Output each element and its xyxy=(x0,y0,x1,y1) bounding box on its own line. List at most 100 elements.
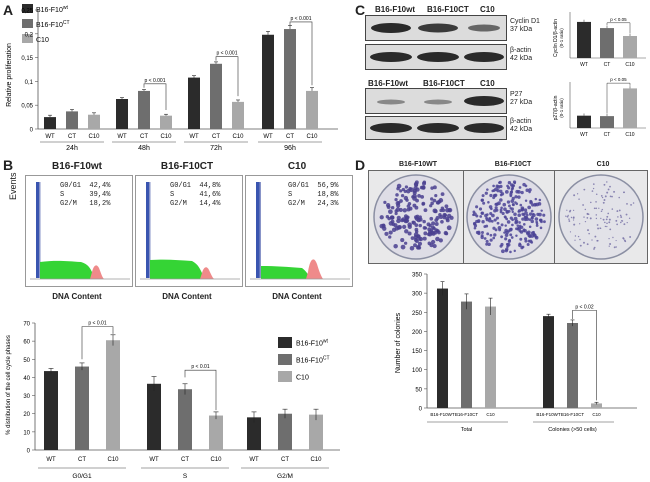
colony-dot xyxy=(517,209,522,213)
colony-dot xyxy=(520,208,525,212)
colony-dot xyxy=(399,199,403,203)
bar xyxy=(309,414,323,450)
colony-dot xyxy=(487,201,490,204)
colony-dot xyxy=(519,237,523,241)
colony-dot xyxy=(518,221,521,224)
colony-dot xyxy=(509,233,513,237)
y-axis-note: (0-1 ratio) xyxy=(559,28,564,48)
flow-histogram-ct xyxy=(135,175,243,287)
colony-dot xyxy=(388,235,392,239)
colony-dot xyxy=(600,195,603,197)
colony-dot xyxy=(442,215,447,220)
group-label: G0/G1 xyxy=(72,473,92,480)
colony-dot xyxy=(524,239,528,243)
colony-dot xyxy=(495,184,499,188)
colony-dot xyxy=(600,210,603,213)
colony-dot xyxy=(538,198,542,202)
colony-dot xyxy=(428,223,432,228)
colony-dot xyxy=(607,188,610,191)
bar xyxy=(44,371,58,450)
western-blot-beta-actin-1 xyxy=(365,44,507,70)
flow-histogram-wt xyxy=(25,175,133,287)
y-axis-label: Relative proliferation xyxy=(6,43,13,107)
group-label: Colonies (>50 cells) xyxy=(548,427,597,433)
bar xyxy=(306,90,318,129)
colony-dot xyxy=(496,189,500,193)
colony-dot xyxy=(493,218,497,222)
colony-dot xyxy=(606,181,608,183)
colony-dot xyxy=(588,232,590,235)
colony-dot xyxy=(404,229,409,234)
colony-dot xyxy=(596,224,599,226)
colony-dot xyxy=(522,223,526,226)
colony-dot xyxy=(608,221,611,224)
bar xyxy=(543,316,554,408)
colony-dot xyxy=(404,185,409,189)
y-tick-label: 300 xyxy=(412,292,423,298)
colony-dot xyxy=(472,210,476,214)
bar-label: C10 xyxy=(486,412,495,417)
histogram-plot xyxy=(140,182,240,280)
colony-dot xyxy=(606,191,609,194)
colony-dot xyxy=(440,219,444,224)
bar xyxy=(437,288,448,408)
colony-dot xyxy=(422,225,427,230)
colony-dot xyxy=(504,233,509,237)
flow-stats-wt: G0/G1 42,4% S 39,4% G2/M 18,2% xyxy=(60,182,111,208)
colony-dot xyxy=(609,242,612,245)
colony-dot xyxy=(483,225,487,229)
y-tick-label: 60 xyxy=(23,340,30,346)
colony-dot xyxy=(495,216,499,220)
colony-dot xyxy=(617,216,619,218)
significance-bracket xyxy=(143,83,167,110)
bar-label: C10 xyxy=(310,457,322,463)
colony-dot xyxy=(499,198,503,202)
colony-dot xyxy=(532,212,535,216)
panel-letter-d: D xyxy=(355,157,366,173)
band-size: 37 kDa xyxy=(510,26,533,33)
colony-dot xyxy=(421,201,426,206)
colony-dot xyxy=(616,223,618,226)
colony-dot xyxy=(432,185,437,190)
colony-dot xyxy=(538,212,542,217)
colony-dot xyxy=(568,210,571,213)
bar xyxy=(284,29,296,129)
colony-dot xyxy=(500,223,504,227)
colony-dot xyxy=(432,243,437,249)
legend-label: B16-F10CT xyxy=(36,20,70,29)
colony-dot xyxy=(499,189,503,194)
colony-dot xyxy=(510,207,514,211)
bar-label: B16-F10WT xyxy=(430,412,455,417)
p-value-label: p < 0.01 xyxy=(88,321,106,327)
colony-dot xyxy=(447,208,452,213)
colony-dot xyxy=(393,243,398,249)
colony-dot xyxy=(508,204,511,208)
colony-dot xyxy=(584,220,587,223)
legend-label: B16-F10wt xyxy=(36,5,68,14)
legend-label: C10 xyxy=(296,375,309,382)
group-label: 72h xyxy=(210,145,222,152)
colony-dot xyxy=(403,189,407,194)
legend-label: C10 xyxy=(36,37,49,44)
blot-bands xyxy=(370,52,504,62)
colony-dot xyxy=(592,187,595,190)
bar-label: C10 xyxy=(625,62,634,68)
colony-dot xyxy=(526,242,530,246)
y-tick-label: 0 xyxy=(30,128,34,134)
colony-dot xyxy=(506,200,511,204)
colony-dot xyxy=(427,232,431,237)
colony-dot xyxy=(524,199,528,202)
colony-dot xyxy=(500,206,503,210)
colony-dot xyxy=(595,217,598,220)
colony-dot xyxy=(430,186,434,190)
colony-dish-wt xyxy=(368,170,464,264)
colony-dot xyxy=(478,207,483,211)
colony-dot xyxy=(543,220,546,224)
colony-dot xyxy=(435,236,440,242)
colony-dot xyxy=(529,200,533,205)
significance-bracket xyxy=(606,22,631,34)
colony-dot xyxy=(492,189,496,193)
western-blot-beta-actin-2 xyxy=(365,116,507,140)
bar xyxy=(623,36,637,58)
histogram-plot xyxy=(250,182,350,280)
